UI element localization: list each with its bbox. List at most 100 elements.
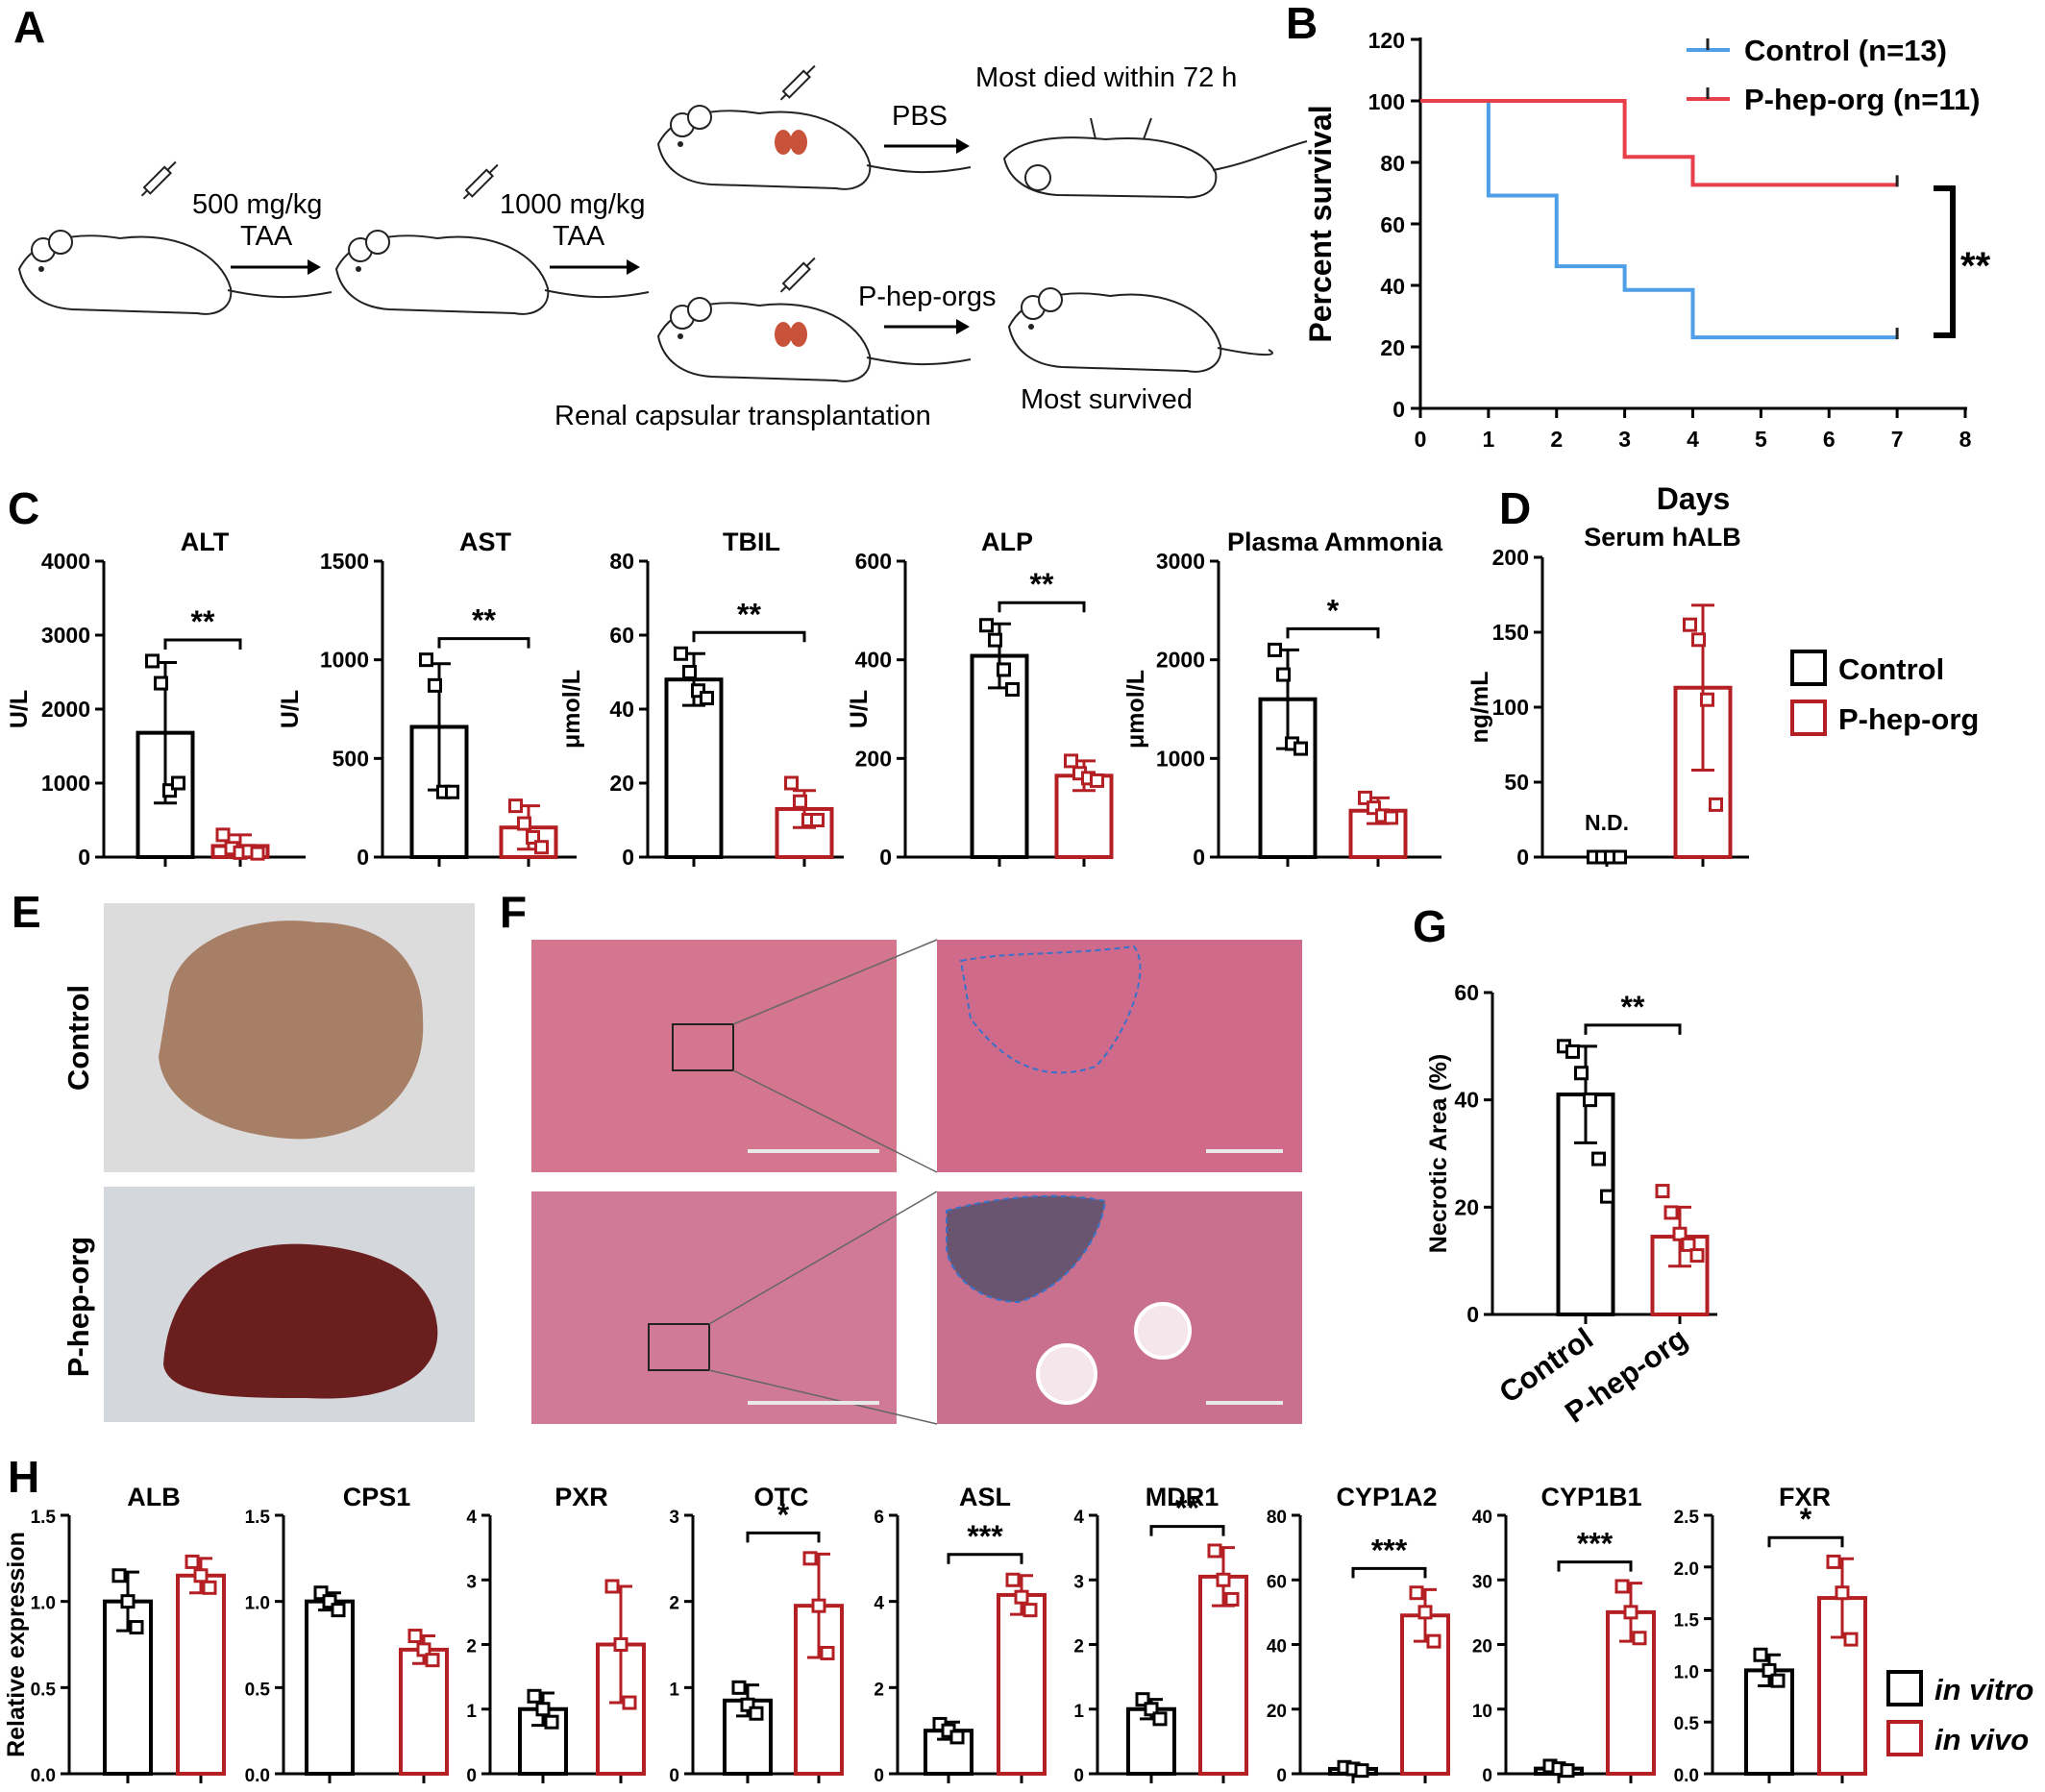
data-point <box>731 1680 747 1695</box>
bar-chart-h4: 0 1 2 3 OTC* <box>669 1483 844 1786</box>
y-tick-label: 0 <box>1482 1766 1492 1786</box>
data-point <box>185 1554 200 1569</box>
data-point <box>1005 1572 1021 1587</box>
histology-treated-overview <box>531 1191 897 1424</box>
data-point <box>1426 1633 1441 1649</box>
chart-title: ALP <box>981 528 1033 556</box>
legend-label: P-hep-org (n=11) <box>1744 83 1980 116</box>
y-tick-label: 2.0 <box>1674 1559 1699 1580</box>
zoom-line <box>732 1069 938 1173</box>
histology-images <box>531 939 1302 1425</box>
photo-treated-label: P-hep-org <box>62 1237 95 1377</box>
arrow-4-head <box>956 319 970 334</box>
kidney-icon <box>775 130 792 155</box>
legend-swatch <box>1886 1670 1923 1706</box>
survived-label: Most survived <box>1021 384 1193 415</box>
y-tick-label: 200 <box>1492 545 1529 570</box>
bar-chart-h8: 0 10 20 30 40 CYP1B1 *** <box>1472 1483 1656 1786</box>
vessel <box>1134 1302 1192 1360</box>
significance-stars: ** <box>1030 567 1054 601</box>
necrotic-outline <box>946 1194 1107 1304</box>
significance-stars: ** <box>1621 990 1645 1024</box>
arrow-1-head <box>308 259 321 275</box>
data-point <box>1681 1237 1696 1252</box>
significance-bracket <box>947 1553 1023 1564</box>
significance-bracket <box>1149 1525 1225 1536</box>
y-tick-label: 1 <box>1073 1702 1084 1722</box>
data-point <box>544 1714 559 1730</box>
panel-letter-g: G <box>1413 901 1447 951</box>
y-tick-label: 150 <box>1492 620 1529 645</box>
significance-bracket <box>1286 626 1380 639</box>
arrow-2-head <box>627 259 640 275</box>
y-tick-label: 3000 <box>1156 549 1205 574</box>
mouse-icon <box>17 230 333 315</box>
panel-letter-f: F <box>500 887 527 937</box>
significance-stars: *** <box>1577 1527 1614 1561</box>
significance-bracket <box>1767 1535 1844 1548</box>
y-tick-label: 3 <box>1073 1572 1084 1592</box>
data-point <box>193 1568 209 1583</box>
panel-letter-h: H <box>8 1452 39 1502</box>
syringe-icon <box>779 257 816 293</box>
y-tick-label: 4 <box>1073 1508 1084 1528</box>
data-point <box>802 1551 818 1566</box>
y-tick-label: 0.0 <box>31 1766 56 1786</box>
y-tick-label: 3 <box>466 1572 477 1592</box>
y-tick-label: 80 <box>1267 1508 1287 1528</box>
y-tick-label: 0 <box>1516 845 1529 870</box>
y-axis-label: Percent survival <box>1303 105 1338 342</box>
zoom-line <box>732 939 938 1025</box>
y-tick-label: 0 <box>466 1766 477 1786</box>
data-point <box>535 1702 551 1717</box>
histology-control-zoom <box>937 940 1302 1172</box>
renal-label: Renal capsular transplantation <box>554 401 931 431</box>
data-point <box>145 653 160 669</box>
panel-letter-e: E <box>12 887 41 937</box>
y-tick-label: 0 <box>1466 1302 1479 1327</box>
significance-bracket <box>998 601 1086 613</box>
data-point <box>154 675 168 691</box>
data-point <box>1354 1763 1369 1779</box>
chart-title: ALB <box>127 1483 181 1511</box>
x-tick-label: 7 <box>1891 427 1904 452</box>
legend-swatch <box>1790 650 1827 686</box>
y-tick-label: 80 <box>609 549 634 574</box>
dose-2-label: 1000 mg/kg <box>500 189 646 220</box>
bar-chart-c5: 0 1000 2000 3000 Plasma Ammonia μmol/L * <box>1122 528 1443 870</box>
y-tick-label: 3 <box>669 1508 679 1528</box>
significance-bracket <box>437 637 530 649</box>
y-tick-label: 1.0 <box>31 1594 56 1614</box>
significance-bracket <box>692 630 806 643</box>
syringe-icon <box>140 160 177 197</box>
dead-mouse-icon <box>1002 117 1308 199</box>
panel-letter-a: A <box>13 2 45 52</box>
y-tick-label: 0.5 <box>31 1680 57 1700</box>
data-point <box>419 652 433 668</box>
y-tick-label: 60 <box>1454 980 1479 1005</box>
bar-chart-c4: 0 200 400 600 ALP U/L ** <box>846 528 1114 870</box>
data-point <box>1613 849 1627 865</box>
syringe-icon <box>779 64 816 101</box>
data-point <box>997 662 1011 677</box>
data-point <box>1683 617 1697 632</box>
y-tick-label: 4000 <box>41 549 90 574</box>
bar <box>399 1647 449 1776</box>
y-tick-label: 20 <box>1472 1637 1492 1657</box>
chart-title: PXR <box>554 1483 608 1511</box>
legend-label: in vivo <box>1934 1723 2029 1756</box>
data-point <box>1565 1043 1580 1059</box>
y-tick-label: 4 <box>466 1508 477 1528</box>
significance-stars: ** <box>1960 245 1991 287</box>
significance-bracket <box>1351 1566 1427 1579</box>
data-point <box>1843 1632 1859 1647</box>
chart-title: TBIL <box>723 528 780 556</box>
x-tick-label: 8 <box>1959 427 1972 452</box>
data-point <box>1689 1248 1705 1264</box>
significance-stars: ** <box>191 604 215 639</box>
data-point <box>682 665 697 679</box>
not-detected-annotation: N.D. <box>1585 810 1629 835</box>
data-point <box>1152 1711 1168 1727</box>
significance-stars: *** <box>1371 1533 1408 1567</box>
